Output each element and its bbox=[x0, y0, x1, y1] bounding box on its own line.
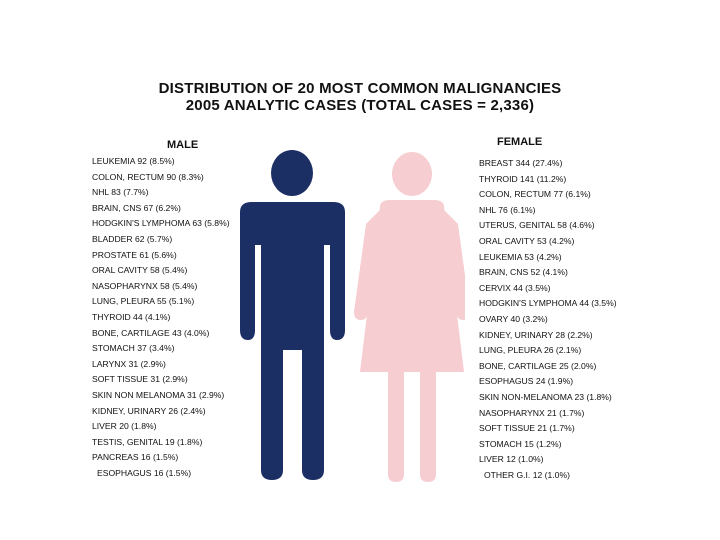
female-malignancy-item: KIDNEY, URINARY 28 (2.2%) bbox=[479, 329, 593, 340]
female-dress bbox=[360, 200, 464, 482]
female-malignancy-item: COLON, RECTUM 77 (6.1%) bbox=[479, 189, 591, 200]
female-malignancy-item: THYROID 141 (11.2%) bbox=[479, 173, 567, 184]
female-malignancy-item: ORAL CAVITY 53 (4.2%) bbox=[479, 235, 575, 246]
male-malignancy-item: BONE, CARTILAGE 43 (4.0%) bbox=[92, 327, 210, 338]
male-malignancy-item: HODGKIN'S LYMPHOMA 63 (5.8%) bbox=[92, 218, 230, 229]
female-right-arm bbox=[444, 210, 465, 320]
female-malignancy-item: HODGKIN'S LYMPHOMA 44 (3.5%) bbox=[479, 298, 617, 309]
female-malignancy-item: CERVIX 44 (3.5%) bbox=[479, 282, 551, 293]
female-malignancy-item: LIVER 12 (1.0%) bbox=[479, 454, 544, 465]
female-malignancy-item: ESOPHAGUS 24 (1.9%) bbox=[479, 376, 574, 387]
male-malignancy-item: BLADDER 62 (5.7%) bbox=[92, 233, 173, 244]
male-malignancy-item: THYROID 44 (4.1%) bbox=[92, 311, 171, 322]
female-head bbox=[392, 152, 432, 196]
female-malignancy-item: STOMACH 15 (1.2%) bbox=[479, 438, 562, 449]
male-heading: MALE bbox=[167, 139, 199, 151]
female-heading: FEMALE bbox=[497, 136, 543, 148]
male-malignancy-item: LARYNX 31 (2.9%) bbox=[92, 358, 166, 369]
female-malignancy-item: BRAIN, CNS 52 (4.1%) bbox=[479, 267, 568, 278]
title-line-1: DISTRIBUTION OF 20 MOST COMMON MALIGNANC… bbox=[158, 80, 562, 97]
male-malignancy-item: COLON, RECTUM 90 (8.3%) bbox=[92, 171, 204, 182]
male-malignancy-item: SKIN NON MELANOMA 31 (2.9%) bbox=[92, 389, 225, 400]
female-malignancy-item: SOFT TISSUE 21 (1.7%) bbox=[479, 423, 575, 434]
male-malignancy-item: TESTIS, GENITAL 19 (1.8%) bbox=[92, 436, 203, 447]
male-malignancy-item: KIDNEY, URINARY 26 (2.4%) bbox=[92, 405, 206, 416]
male-body bbox=[240, 202, 345, 480]
male-malignancy-item: SOFT TISSUE 31 (2.9%) bbox=[92, 374, 188, 385]
male-malignancy-item: ORAL CAVITY 58 (5.4%) bbox=[92, 265, 188, 276]
female-malignancy-item: LEUKEMIA 53 (4.2%) bbox=[479, 251, 562, 262]
female-malignancy-item: UTERUS, GENITAL 58 (4.6%) bbox=[479, 220, 595, 231]
male-head bbox=[271, 150, 313, 196]
male-malignancy-item: STOMACH 37 (3.4%) bbox=[92, 343, 175, 354]
female-malignancy-item: NASOPHARYNX 21 (1.7%) bbox=[479, 407, 585, 418]
female-malignancy-list: BREAST 344 (27.4%) THYROID 141 (11.2%) COL… bbox=[479, 156, 617, 483]
male-malignancy-item: BRAIN, CNS 67 (6.2%) bbox=[92, 202, 181, 213]
male-malignancy-list: LEUKEMIA 92 (8.5%) COLON, RECTUM 90 (8.3%… bbox=[92, 154, 230, 481]
female-malignancy-item: OTHER G.I. 12 (1.0%) bbox=[484, 469, 570, 480]
male-malignancy-item: NASOPHARYNX 58 (5.4%) bbox=[92, 280, 198, 291]
female-malignancy-item: BONE, CARTILAGE 25 (2.0%) bbox=[479, 360, 597, 371]
male-malignancy-item: LIVER 20 (1.8%) bbox=[92, 421, 157, 432]
female-malignancy-item: LUNG, PLEURA 26 (2.1%) bbox=[479, 345, 582, 356]
title-line-2: 2005 ANALYTIC CASES (TOTAL CASES = 2,336… bbox=[185, 97, 535, 114]
male-malignancy-item: LUNG, PLEURA 55 (5.1%) bbox=[92, 296, 195, 307]
female-malignancy-item: NHL 76 (6.1%) bbox=[479, 204, 536, 215]
female-figure-icon bbox=[354, 152, 465, 482]
female-malignancy-item: OVARY 40 (3.2%) bbox=[479, 313, 548, 324]
female-malignancy-item: SKIN NON-MELANOMA 23 (1.8%) bbox=[479, 391, 612, 402]
male-malignancy-item: NHL 83 (7.7%) bbox=[92, 187, 149, 198]
male-malignancy-item: PANCREAS 16 (1.5%) bbox=[92, 452, 179, 463]
female-left-arm bbox=[354, 210, 380, 320]
male-malignancy-item: PROSTATE 61 (5.6%) bbox=[92, 249, 177, 260]
male-malignancy-item: LEUKEMIA 92 (8.5%) bbox=[92, 156, 175, 166]
male-figure-icon bbox=[240, 150, 345, 480]
female-malignancy-item: BREAST 344 (27.4%) bbox=[479, 158, 563, 168]
male-malignancy-item: ESOPHAGUS 16 (1.5%) bbox=[97, 467, 192, 478]
